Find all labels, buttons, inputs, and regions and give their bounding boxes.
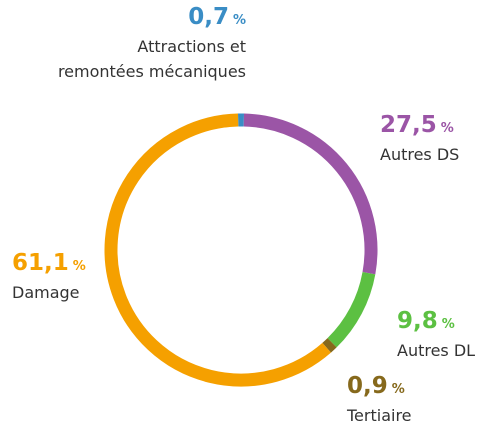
unit-text: %	[72, 259, 86, 274]
value-label: 0,7%	[58, 4, 246, 34]
value-label: 61,1%	[12, 250, 86, 280]
unit-text: %	[440, 121, 454, 136]
slice-label: 61,1% Damage	[12, 250, 86, 305]
donut-slice	[322, 338, 337, 353]
value-text: 61,1	[12, 250, 69, 276]
value-text: 9,8	[397, 308, 438, 334]
category-label: Damage	[12, 283, 80, 302]
slice-label: 0,7% Attractions et remontées mécaniques	[58, 4, 246, 84]
value-text: 27,5	[380, 112, 437, 138]
category-label: Autres DL	[397, 341, 476, 360]
donut-slice	[243, 113, 378, 275]
unit-text: %	[441, 317, 455, 332]
unit-text: %	[391, 382, 405, 397]
category-label: Attractions et remontées mécaniques	[57, 37, 246, 81]
slice-label: 0,9% Tertiaire	[347, 373, 412, 421]
slice-label: 9,8% Autres DL	[397, 308, 475, 363]
value-label: 27,5%	[380, 112, 459, 142]
category-label: Tertiaire	[347, 406, 412, 421]
value-text: 0,7	[188, 4, 229, 30]
donut-slice	[327, 271, 376, 348]
value-label: 0,9%	[347, 373, 412, 403]
category-label: Autres DS	[380, 145, 460, 164]
value-text: 0,9	[347, 373, 388, 399]
value-label: 9,8%	[397, 308, 475, 338]
slice-label: 27,5% Autres DS	[380, 112, 459, 167]
donut-slice	[104, 113, 331, 387]
unit-text: %	[232, 13, 246, 28]
